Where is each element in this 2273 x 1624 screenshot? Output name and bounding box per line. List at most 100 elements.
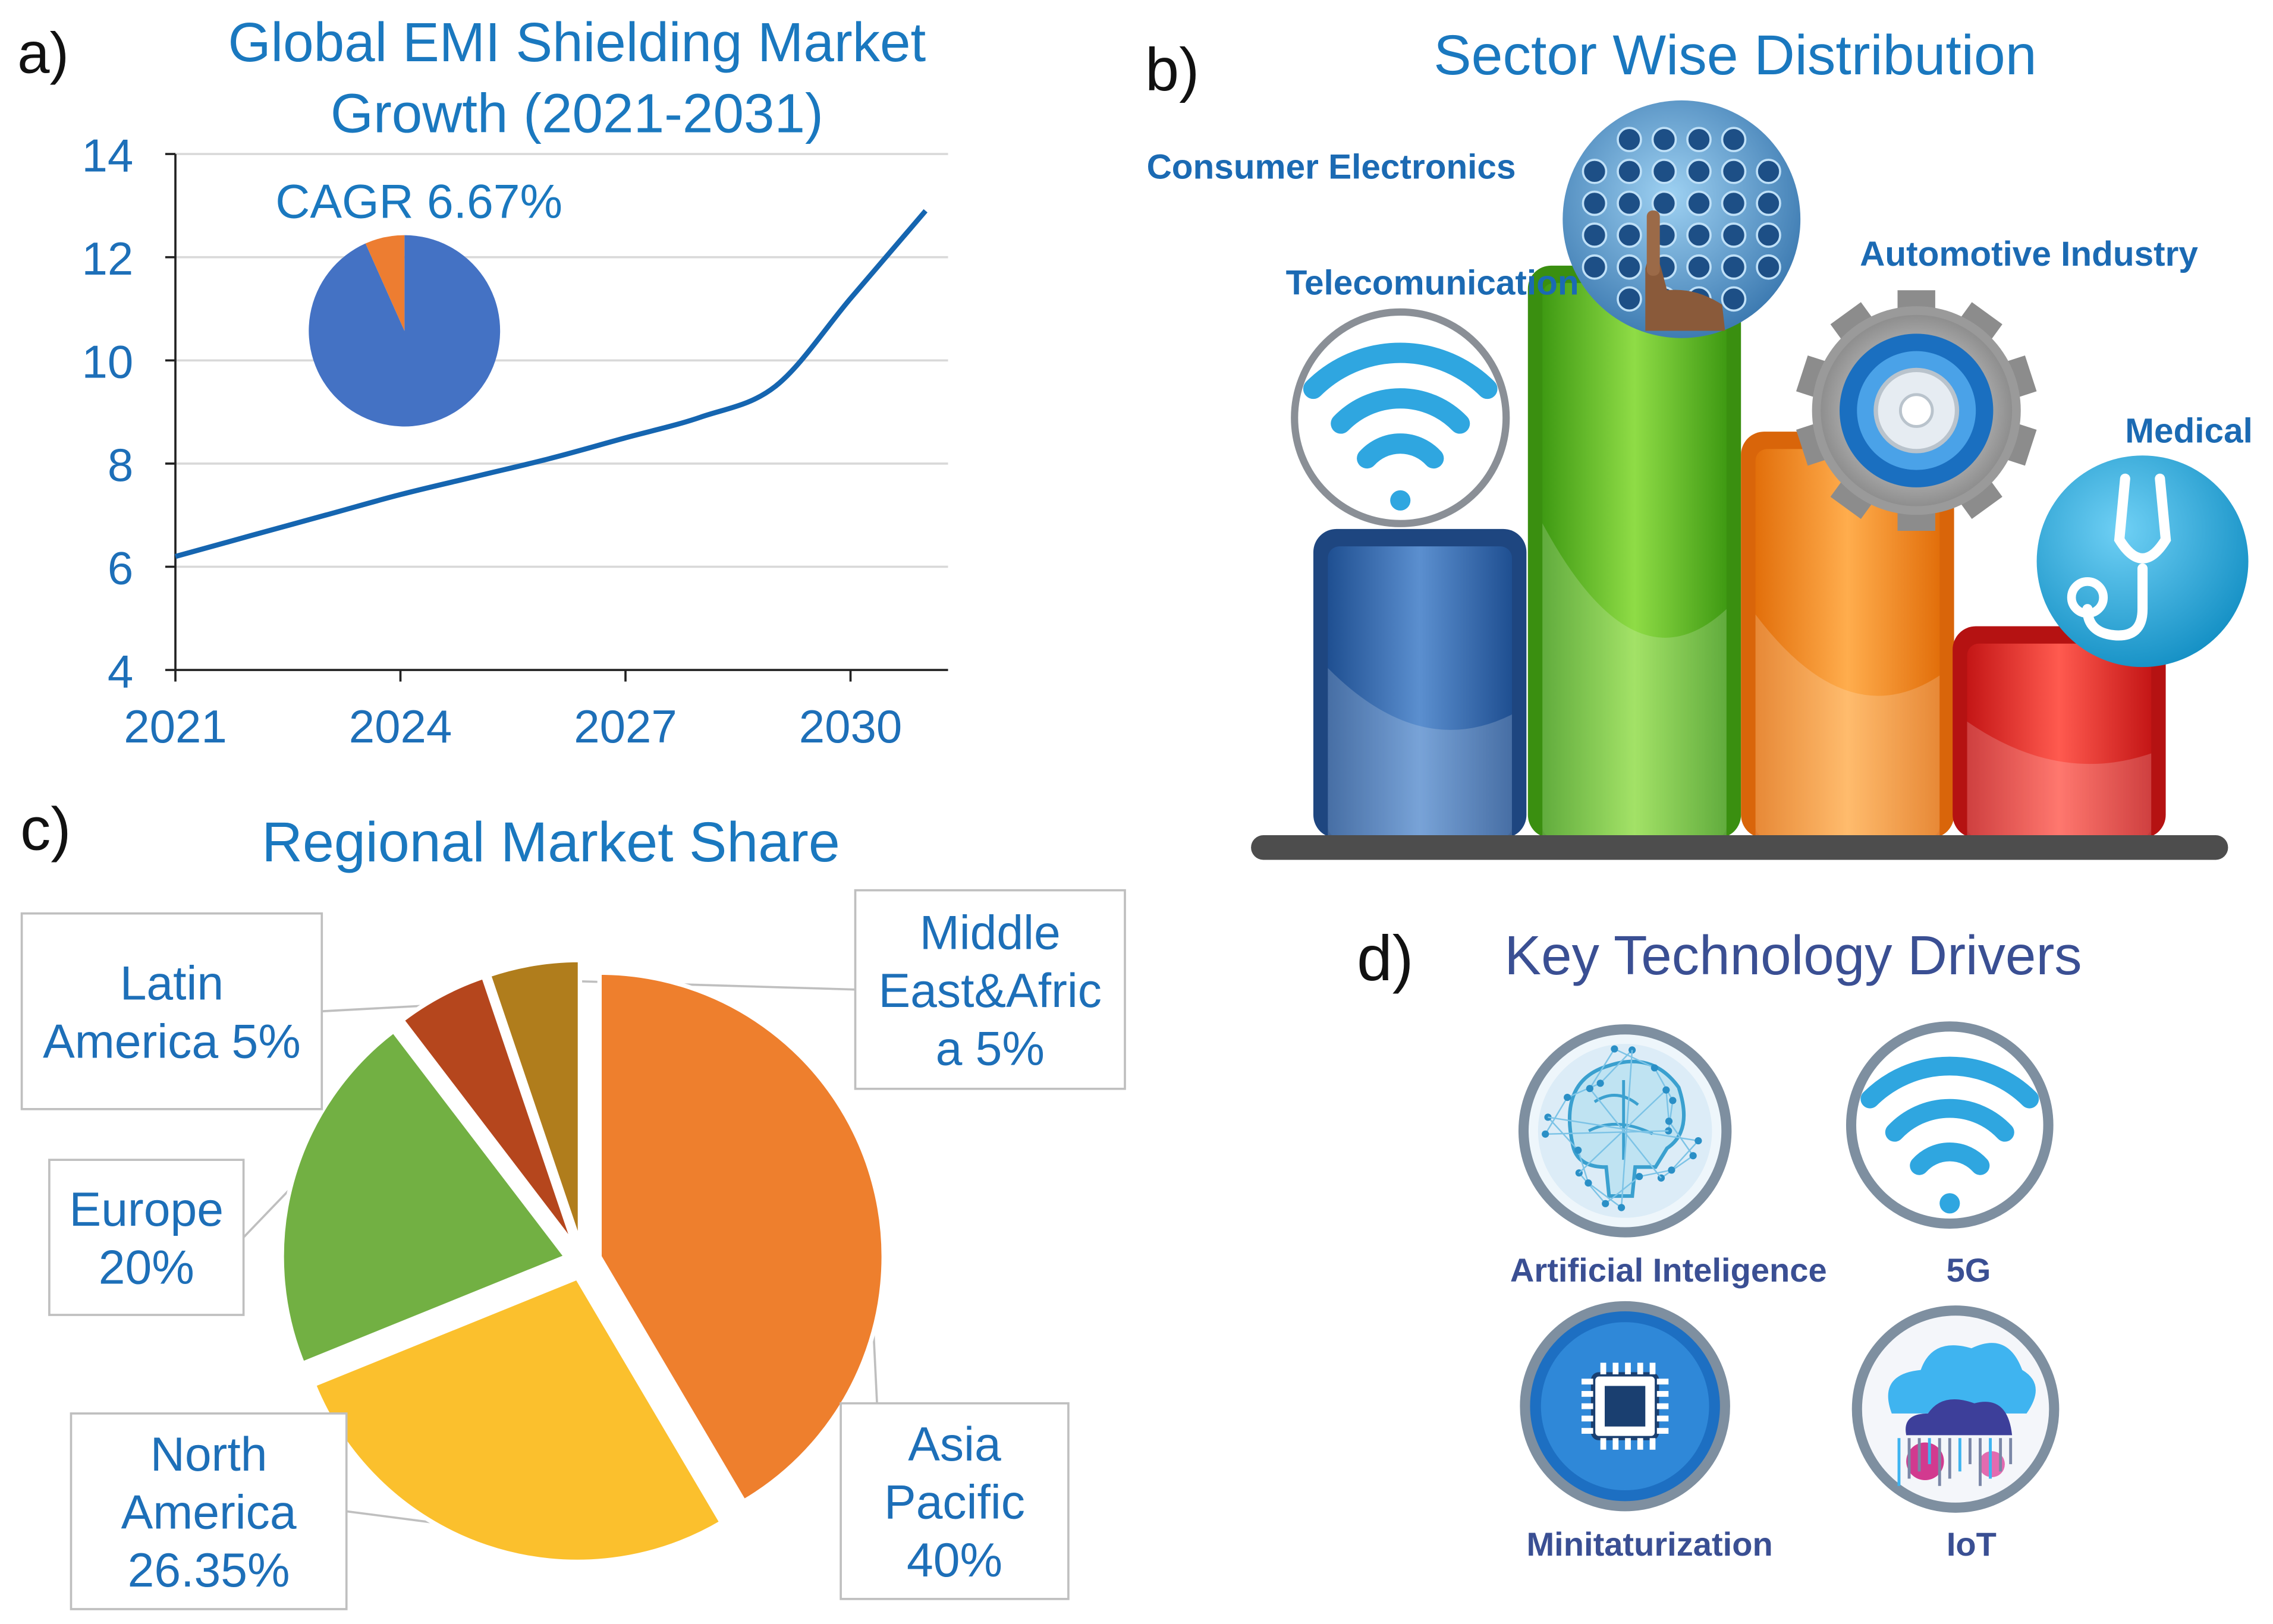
app-icon-dot bbox=[1721, 222, 1747, 248]
pie-data-label: America bbox=[121, 1486, 297, 1540]
pie-slice bbox=[486, 958, 583, 1245]
network-link bbox=[1671, 1140, 1699, 1171]
network-node bbox=[1564, 1094, 1571, 1101]
network-link bbox=[1545, 1097, 1568, 1135]
app-icon-dot bbox=[1686, 159, 1712, 184]
network-node bbox=[1586, 1085, 1593, 1093]
market-growth-line bbox=[174, 209, 928, 559]
y-tick-label: 4 bbox=[108, 645, 133, 697]
app-icon-dot bbox=[1721, 254, 1747, 280]
app-icon-dot bbox=[1756, 222, 1781, 248]
app-icon-dot bbox=[1617, 286, 1642, 312]
app-icon-dot bbox=[1617, 159, 1642, 184]
y-tick-label: 10 bbox=[82, 336, 134, 388]
chip-pin bbox=[1600, 1362, 1606, 1374]
network-node bbox=[1669, 1097, 1677, 1104]
chip-pin bbox=[1656, 1415, 1669, 1422]
pie-data-label: 26.35% bbox=[128, 1544, 290, 1597]
network-node bbox=[1617, 1204, 1626, 1211]
y-tick-label: 8 bbox=[108, 439, 133, 491]
label-consumer-electronics: Consumer Electronics bbox=[1147, 148, 1516, 187]
pie-label-box bbox=[20, 912, 323, 1110]
pie-label-box bbox=[854, 889, 1126, 1090]
network-link bbox=[1668, 1100, 1674, 1131]
sector-bar-face bbox=[1328, 546, 1512, 838]
panel-b-sector-bars: b) Sector Wise Distribution bbox=[1145, 24, 2253, 860]
app-icons-grid bbox=[1582, 127, 1781, 312]
pie-data-label: a 5% bbox=[936, 1022, 1045, 1075]
app-icon-dot bbox=[1617, 190, 1642, 216]
pie-data-label: Asia bbox=[908, 1418, 1001, 1471]
pie-data-label: 20% bbox=[99, 1241, 194, 1295]
y-ticks: 4 6 8 10 12 14 bbox=[82, 129, 176, 697]
network-link bbox=[1548, 1116, 1699, 1142]
chip-pin bbox=[1637, 1438, 1643, 1450]
app-icon-dot bbox=[1582, 222, 1608, 248]
network-node bbox=[1662, 1086, 1670, 1094]
gear-icon bbox=[1796, 290, 2037, 531]
network-link bbox=[1545, 1130, 1669, 1135]
app-icon-dot bbox=[1686, 254, 1712, 280]
label-telecomunication: Telecomunication bbox=[1286, 264, 1579, 303]
label-5g: 5G bbox=[1947, 1251, 1991, 1289]
panel-a-letter: a) bbox=[17, 21, 69, 86]
chip-pin bbox=[1656, 1428, 1669, 1434]
label-artificial-inteligence: Artificial Inteligence bbox=[1510, 1251, 1827, 1289]
pie-data-label: Middle bbox=[920, 906, 1061, 959]
sector-bars bbox=[1313, 265, 2166, 838]
chip-pin bbox=[1637, 1362, 1643, 1374]
chip-icon bbox=[1520, 1301, 1730, 1512]
network-link bbox=[1578, 1172, 1606, 1204]
panel-a-title-line1: Global EMI Shielding Market bbox=[228, 11, 926, 73]
app-icon-dot bbox=[1582, 254, 1608, 280]
chip-pins bbox=[1582, 1362, 1669, 1450]
network-link bbox=[1589, 1088, 1662, 1179]
chip-pin bbox=[1656, 1391, 1669, 1397]
chip-pin bbox=[1656, 1378, 1669, 1385]
network-node bbox=[1668, 1166, 1675, 1174]
pie-slice bbox=[399, 974, 577, 1248]
panel-c-title: Regional Market Share bbox=[262, 811, 840, 874]
sector-bar-face bbox=[1967, 643, 2152, 838]
pie-label-box bbox=[840, 1402, 1070, 1600]
pie-data-label: Pacific bbox=[884, 1476, 1025, 1529]
sector-bar-highlight bbox=[1542, 523, 1727, 838]
panel-d-letter: d) bbox=[1357, 923, 1413, 994]
chip-pin bbox=[1625, 1438, 1631, 1450]
pie-data-label: North bbox=[150, 1428, 268, 1481]
panel-b-letter: b) bbox=[1145, 35, 1199, 103]
network-link bbox=[1587, 1182, 1622, 1208]
inset-pie-slice-cagr bbox=[365, 235, 405, 331]
pie-leader-line bbox=[539, 978, 856, 991]
inset-pie-slice-main bbox=[309, 235, 501, 427]
chip-pin bbox=[1612, 1362, 1619, 1374]
chip-pin bbox=[1649, 1438, 1656, 1450]
app-icon-dot bbox=[1617, 254, 1642, 280]
app-icon-dot bbox=[1617, 127, 1642, 153]
sector-bar-highlight bbox=[1328, 668, 1512, 838]
label-medical: Medical bbox=[2125, 411, 2253, 450]
network-node bbox=[1636, 1173, 1643, 1181]
network-node bbox=[1585, 1179, 1592, 1187]
app-icon-dot bbox=[1651, 190, 1677, 216]
chip-pin bbox=[1656, 1403, 1669, 1409]
app-icon-dot bbox=[1686, 222, 1712, 248]
chip-pin bbox=[1582, 1403, 1593, 1409]
network-node bbox=[1689, 1152, 1697, 1160]
cagr-inset-pie bbox=[309, 235, 501, 427]
sector-bar-highlight bbox=[1755, 614, 1940, 838]
network-node bbox=[1650, 1064, 1658, 1072]
app-icon-dot bbox=[1756, 254, 1781, 280]
chip-pin bbox=[1582, 1391, 1593, 1397]
wifi-icon bbox=[1291, 308, 1510, 527]
app-icon-dot bbox=[1651, 159, 1677, 184]
pie-data-label: Europe bbox=[70, 1183, 224, 1236]
bar-base-platform bbox=[1251, 835, 2228, 860]
regional-pie bbox=[279, 958, 886, 1565]
network-link bbox=[1614, 1048, 1655, 1069]
app-icon-dot bbox=[1756, 159, 1781, 184]
sector-bar-face bbox=[1542, 283, 1727, 838]
cagr-label: CAGR 6.67% bbox=[275, 175, 562, 228]
network-node bbox=[1665, 1118, 1673, 1125]
